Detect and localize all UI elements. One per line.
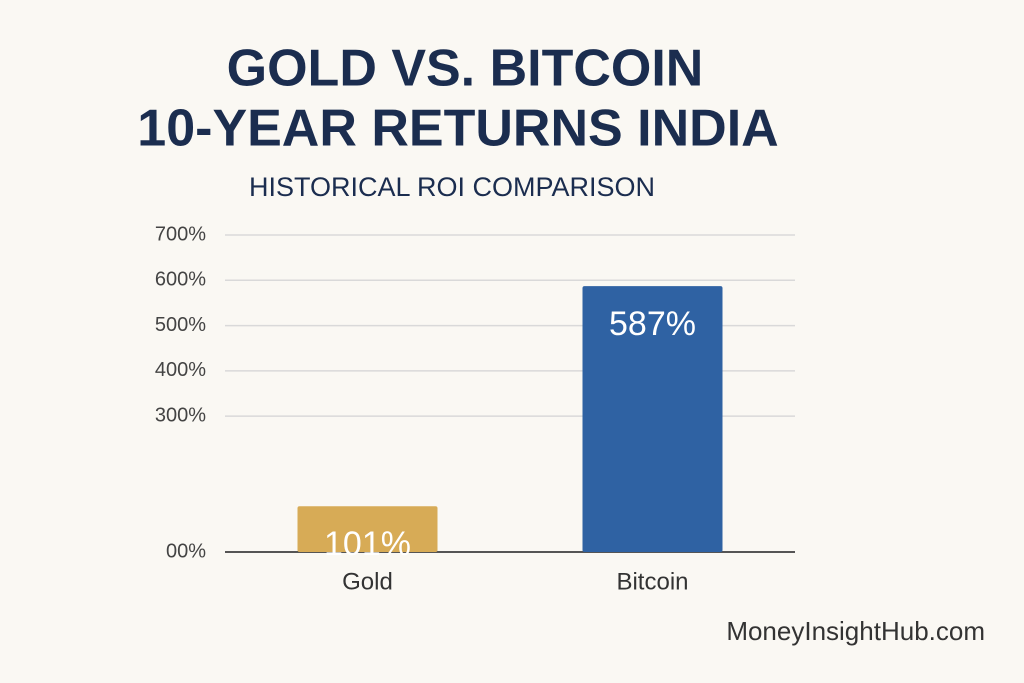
- y-tick-label: 300%: [155, 404, 206, 426]
- y-tick-label: 00%: [166, 540, 206, 562]
- bar: [582, 286, 723, 552]
- bar: [297, 506, 438, 552]
- y-tick-label: 400%: [155, 359, 206, 381]
- chart-subtitle: HISTORICAL ROI COMPARISON: [249, 172, 655, 202]
- chart-title: GOLD VS. BITCOIN: [227, 40, 704, 98]
- watermark: MoneyInsightHub.com: [726, 616, 985, 646]
- chart-title: 10-YEAR RETURNS INDIA: [137, 100, 778, 158]
- x-tick-label: Bitcoin: [616, 568, 688, 595]
- y-tick-label: 500%: [155, 314, 206, 336]
- x-tick-label: Gold: [342, 568, 393, 595]
- data-label: 101%: [324, 525, 411, 563]
- y-tick-label: 700%: [155, 223, 206, 245]
- y-tick-label: 600%: [155, 269, 206, 291]
- data-label: 587%: [609, 305, 696, 343]
